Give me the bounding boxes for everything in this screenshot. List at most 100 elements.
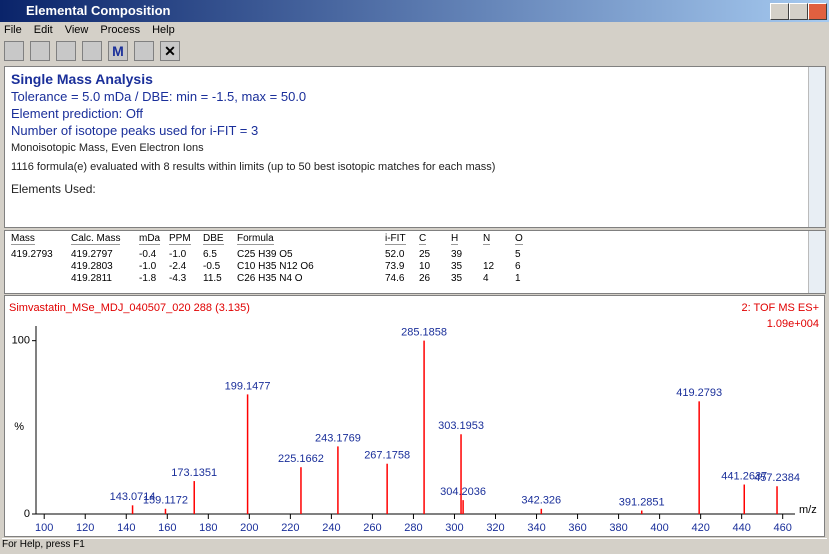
analysis-panel: Single Mass Analysis Tolerance = 5.0 mDa… xyxy=(4,66,826,228)
x-tick-label: 440 xyxy=(732,522,750,534)
menu-item[interactable]: Process xyxy=(100,24,141,36)
table-cell: 10 xyxy=(419,261,431,272)
table-cell: 419.2793 xyxy=(11,249,53,260)
column-header: PPM xyxy=(169,233,191,245)
table-cell: 12 xyxy=(483,261,495,272)
column-header: N xyxy=(483,233,491,245)
x-tick-label: 120 xyxy=(76,522,94,534)
table-cell: -0.5 xyxy=(203,261,221,272)
peak-label: 441.2637 xyxy=(721,470,767,482)
window-button[interactable] xyxy=(134,41,154,61)
scrollbar[interactable] xyxy=(808,231,825,293)
title-bar: Elemental Composition xyxy=(0,0,829,22)
table-cell: C25 H39 O5 xyxy=(237,249,293,260)
peak-label: 159.1172 xyxy=(143,495,188,507)
window-title: Elemental Composition xyxy=(26,3,171,18)
table-cell: 419.2811 xyxy=(71,273,112,284)
x-tick-label: 280 xyxy=(404,522,422,534)
peak-label: 303.1953 xyxy=(438,420,484,432)
column-header: DBE xyxy=(203,233,224,245)
peak-label: 457.2384 xyxy=(754,472,800,484)
peak-label: 225.1662 xyxy=(278,453,324,465)
peak-label: 199.1477 xyxy=(225,380,271,392)
x-tick-label: 400 xyxy=(650,522,668,534)
analysis-note: Monoisotopic Mass, Even Electron Ions xyxy=(11,142,204,154)
x-tick-label: 180 xyxy=(199,522,217,534)
y-tick-label: 100 xyxy=(12,335,30,347)
peak-label: 285.1858 xyxy=(401,327,447,339)
save-button[interactable] xyxy=(4,41,24,61)
analysis-line: Tolerance = 5.0 mDa / DBE: min = -1.5, m… xyxy=(11,89,307,104)
table-cell: 419.2803 xyxy=(71,261,113,272)
x-tick-label: 420 xyxy=(691,522,709,534)
menu-item[interactable]: File xyxy=(4,24,22,36)
column-header: i-FIT xyxy=(385,233,406,245)
column-header: mDa xyxy=(139,233,161,245)
x-tick-label: 200 xyxy=(240,522,258,534)
x-tick-label: 100 xyxy=(35,522,53,534)
peak-label: 342.326 xyxy=(521,495,561,507)
table-cell: 39 xyxy=(451,249,463,260)
results-table: Mass Calc. Mass mDa PPM DBE Formula i-FIT C H N O 4… xyxy=(4,230,826,294)
intensity-label: 1.09e+004 xyxy=(767,318,819,330)
status-text: For Help, press F1 xyxy=(2,539,85,550)
m-button[interactable]: M xyxy=(108,41,128,61)
table-cell: 25 xyxy=(419,249,431,260)
column-header: O xyxy=(515,233,523,245)
close-button[interactable] xyxy=(808,3,827,20)
table-cell: 52.0 xyxy=(385,249,405,260)
table-cell: 1 xyxy=(515,273,521,284)
column-header: C xyxy=(419,233,427,245)
analysis-line: Element prediction: Off xyxy=(11,106,143,121)
peak-label: 243.1769 xyxy=(315,432,361,444)
x-tick-label: 220 xyxy=(281,522,299,534)
print-button[interactable] xyxy=(82,41,102,61)
table-cell: -2.4 xyxy=(169,261,187,272)
peak-label: 419.2793 xyxy=(676,387,722,399)
column-header: H xyxy=(451,233,459,245)
table-cell: 74.6 xyxy=(385,273,405,284)
menu-item[interactable]: Edit xyxy=(33,24,53,36)
table-cell: 11.5 xyxy=(203,273,222,284)
y-axis-label: % xyxy=(14,421,24,433)
x-axis-label: m/z xyxy=(799,504,817,516)
analysis-note: 1116 formula(e) evaluated with 8 results… xyxy=(11,161,496,173)
chart-subtitle: 2: TOF MS ES+ xyxy=(741,302,819,314)
paste-button[interactable] xyxy=(56,41,76,61)
x-tick-label: 240 xyxy=(322,522,340,534)
table-cell: -0.4 xyxy=(139,249,157,260)
table-cell: C10 H35 N12 O6 xyxy=(237,261,314,272)
x-tick-label: 340 xyxy=(527,522,545,534)
x-tick-label: 380 xyxy=(609,522,627,534)
menu-bar: File Edit View Process Help xyxy=(4,24,187,36)
column-header: Mass xyxy=(11,233,35,245)
delete-button[interactable]: ✕ xyxy=(160,41,180,61)
scrollbar[interactable] xyxy=(808,67,825,227)
table-cell: 35 xyxy=(451,261,463,272)
minimize-button[interactable] xyxy=(770,3,789,20)
table-cell: -1.0 xyxy=(169,249,187,260)
x-tick-label: 160 xyxy=(158,522,176,534)
maximize-button[interactable] xyxy=(789,3,808,20)
table-cell: 5 xyxy=(515,249,521,260)
table-cell: -1.0 xyxy=(139,261,157,272)
analysis-heading: Single Mass Analysis xyxy=(11,71,153,87)
table-cell: 6 xyxy=(515,261,521,272)
copy-button[interactable] xyxy=(30,41,50,61)
chart-title: Simvastatin_MSe_MDJ_040507_020 288 (3.13… xyxy=(9,302,250,314)
peak-label: 173.1351 xyxy=(171,467,217,479)
peak-label: 391.2851 xyxy=(619,496,665,508)
menu-item[interactable]: View xyxy=(64,24,89,36)
table-cell: -4.3 xyxy=(169,273,187,284)
table-cell: 4 xyxy=(483,273,489,284)
column-header: Calc. Mass xyxy=(71,233,121,245)
table-cell: C26 H35 N4 O xyxy=(237,273,303,284)
menu-item[interactable]: Help xyxy=(152,24,175,36)
spectrum-chart: Simvastatin_MSe_MDJ_040507_020 288 (3.13… xyxy=(4,295,825,537)
x-tick-label: 460 xyxy=(774,522,792,534)
x-tick-label: 140 xyxy=(117,522,135,534)
table-cell: 73.9 xyxy=(385,261,405,272)
x-tick-label: 360 xyxy=(568,522,586,534)
table-cell: -1.8 xyxy=(139,273,157,284)
